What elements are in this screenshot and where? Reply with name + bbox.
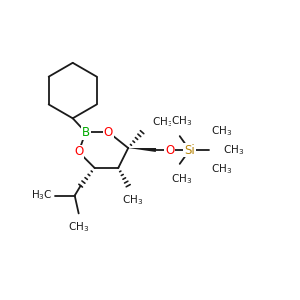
Text: H$_3$C: H$_3$C: [31, 189, 53, 202]
Text: B: B: [82, 126, 90, 139]
Text: CH$_3$: CH$_3$: [122, 194, 143, 207]
Text: O: O: [74, 146, 83, 158]
Text: Si: Si: [184, 143, 195, 157]
Text: CH$_3$: CH$_3$: [223, 143, 244, 157]
Text: CH$_3$: CH$_3$: [171, 172, 192, 186]
Text: O: O: [104, 126, 113, 139]
Text: CH$_3$: CH$_3$: [68, 220, 89, 234]
Polygon shape: [128, 148, 156, 152]
Text: CH$_3$: CH$_3$: [171, 114, 192, 128]
Text: CH$_3$: CH$_3$: [212, 124, 233, 138]
Text: CH$_3$: CH$_3$: [152, 116, 173, 129]
Text: CH$_3$: CH$_3$: [212, 162, 233, 176]
Text: O: O: [165, 143, 174, 157]
